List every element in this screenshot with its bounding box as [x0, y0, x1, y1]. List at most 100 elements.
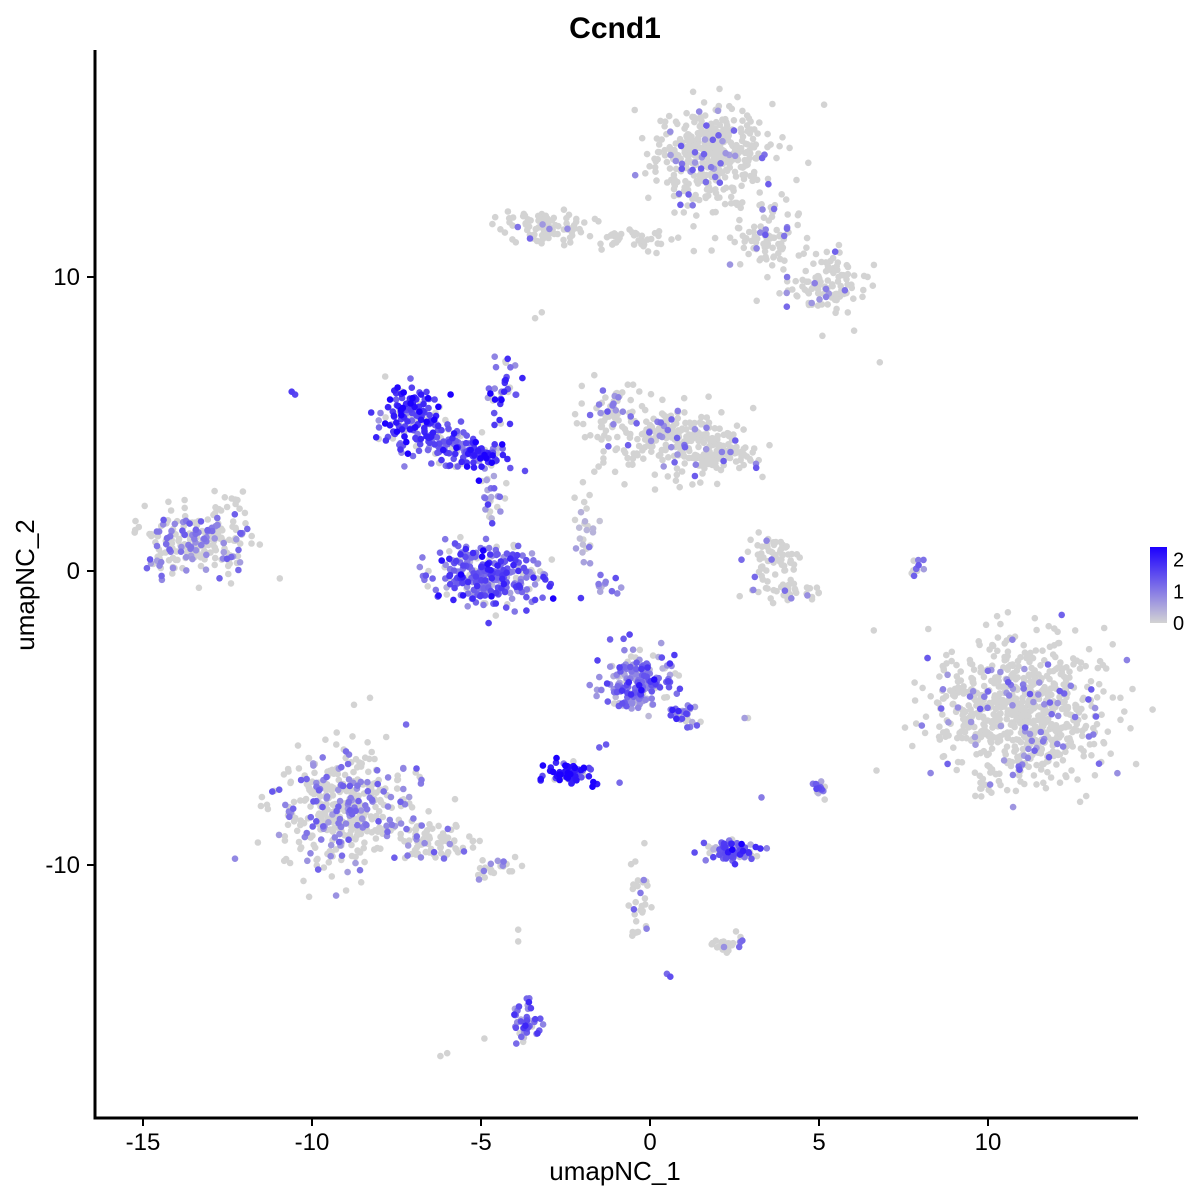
scatter-point	[803, 234, 811, 242]
scatter-point	[997, 781, 1004, 789]
scatter-point	[1064, 705, 1072, 712]
scatter-point	[612, 407, 620, 414]
scatter-point	[333, 741, 340, 748]
scatter-point	[596, 673, 603, 681]
scatter-point	[769, 599, 777, 607]
scatter-point	[514, 223, 522, 231]
scatter-point	[200, 535, 208, 543]
scatter-point	[1074, 705, 1082, 713]
scatter-point	[901, 724, 909, 731]
scatter-point	[635, 442, 643, 450]
scatter-point	[487, 868, 495, 876]
scatter-point	[500, 580, 508, 588]
scatter-point	[354, 792, 362, 800]
scatter-point	[513, 551, 521, 559]
scatter-point	[658, 654, 666, 661]
scatter-point	[772, 538, 780, 546]
scatter-point	[394, 772, 402, 779]
scatter-point	[540, 573, 547, 581]
scatter-point	[618, 687, 626, 694]
scatter-point	[168, 527, 175, 535]
scatter-point	[966, 693, 974, 700]
scatter-point	[614, 590, 621, 597]
scatter-point	[634, 435, 641, 443]
scatter-point	[342, 887, 350, 894]
scatter-point	[674, 152, 681, 160]
scatter-point	[523, 226, 531, 234]
scatter-point	[463, 432, 471, 439]
scatter-point	[1024, 754, 1032, 762]
scatter-point	[577, 594, 585, 602]
scatter-point	[833, 296, 840, 304]
scatter-point	[844, 281, 851, 288]
scatter-point	[1095, 760, 1103, 767]
scatter-point	[701, 136, 709, 143]
scatter-point	[511, 1011, 518, 1018]
scatter-point	[764, 585, 771, 592]
scatter-point	[597, 409, 604, 417]
scatter-point	[212, 504, 219, 511]
scatter-point	[674, 407, 682, 415]
scatter-point	[763, 567, 770, 574]
scatter-point	[358, 815, 366, 822]
scatter-point	[769, 244, 776, 252]
scatter-point	[1058, 611, 1065, 619]
scatter-point	[404, 842, 412, 849]
scatter-point	[313, 818, 320, 825]
scatter-point	[732, 437, 739, 444]
scatter-point	[1012, 787, 1020, 795]
scatter-point	[1030, 772, 1038, 779]
scatter-point	[758, 154, 766, 162]
scatter-point	[1020, 674, 1027, 682]
scatter-point	[382, 437, 390, 444]
scatter-point	[357, 879, 365, 886]
scatter-point	[550, 214, 558, 222]
scatter-point	[667, 128, 674, 135]
scatter-point	[1019, 694, 1026, 702]
scatter-point	[657, 419, 665, 426]
scatter-point	[509, 236, 516, 243]
scatter-point	[685, 191, 692, 198]
scatter-point	[1094, 664, 1102, 672]
x-tick-label: 0	[643, 1129, 656, 1156]
scatter-point	[1100, 624, 1108, 632]
scatter-point	[418, 776, 425, 784]
scatter-point	[427, 433, 435, 441]
scatter-point	[776, 558, 784, 565]
scatter-point	[633, 420, 640, 427]
scatter-point	[747, 841, 754, 848]
scatter-point	[506, 589, 514, 597]
scatter-point	[571, 516, 579, 524]
scatter-point	[628, 705, 635, 712]
scatter-point	[1056, 687, 1063, 695]
scatter-point	[1067, 682, 1075, 690]
scatter-point	[633, 665, 640, 673]
scatter-point	[172, 556, 179, 564]
scatter-point	[710, 846, 717, 853]
scatter-point	[530, 574, 537, 581]
scatter-point	[850, 272, 858, 279]
scatter-point	[435, 822, 442, 830]
scatter-point	[235, 566, 242, 574]
scatter-point	[939, 686, 947, 693]
scatter-point	[1002, 751, 1009, 758]
scatter-point	[811, 279, 818, 287]
y-tick-label: 0	[67, 558, 80, 585]
scatter-point	[384, 803, 392, 810]
scatter-point	[1129, 685, 1136, 693]
scatter-point	[1048, 710, 1055, 718]
scatter-point	[668, 434, 675, 441]
scatter-point	[522, 221, 530, 228]
scatter-point	[971, 733, 979, 741]
scatter-point	[659, 456, 666, 464]
scatter-point	[648, 448, 655, 456]
scatter-point	[153, 528, 161, 535]
scatter-point	[452, 821, 460, 829]
scatter-point	[440, 855, 448, 862]
scatter-point	[643, 418, 650, 426]
scatter-point	[1060, 681, 1067, 688]
scatter-point	[586, 681, 593, 689]
scatter-point	[579, 420, 587, 428]
scatter-point	[523, 574, 530, 581]
scatter-point	[315, 787, 323, 794]
